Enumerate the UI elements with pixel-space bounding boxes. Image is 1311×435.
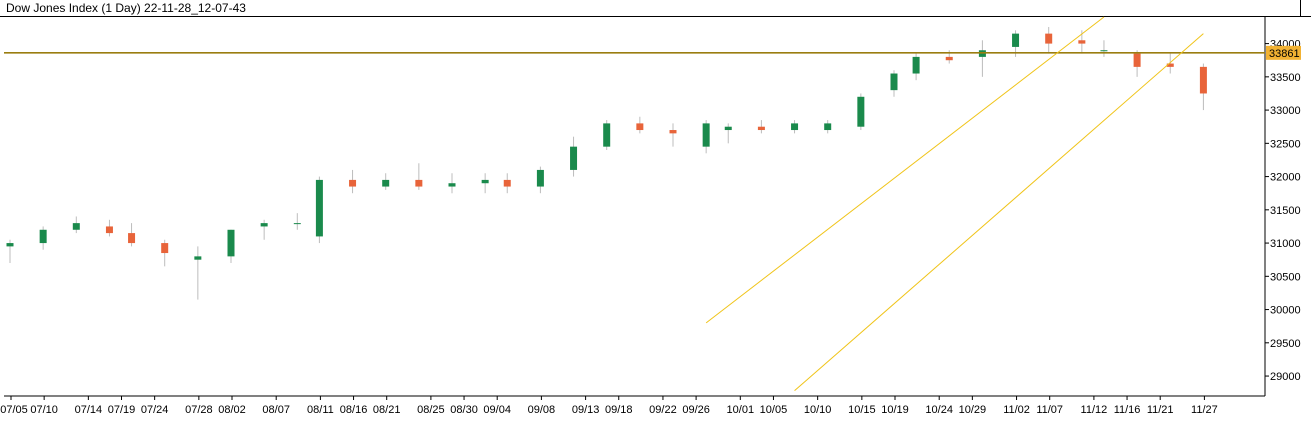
x-tick-label: 11/12	[1081, 404, 1108, 416]
candle-up	[6, 243, 14, 247]
candle-up	[912, 56, 920, 74]
x-axis: 07/05 07/10 07/14 07/19 07/24 07/28 08/02 08/07…	[0, 396, 1218, 416]
x-tick-label: 07/10	[30, 404, 58, 416]
candle-up	[791, 123, 799, 131]
x-tick-label: 11/07	[1036, 404, 1063, 416]
candle-down	[669, 130, 677, 134]
y-axis: 29000 29500 30000 30500 31000 31500 32000 32500…	[1265, 39, 1301, 383]
candle-down	[105, 226, 113, 234]
channel-lower-line	[794, 33, 1204, 392]
price-tag	[1266, 45, 1301, 60]
candle-up	[824, 123, 832, 131]
candle-down	[945, 56, 953, 61]
candle-down	[1133, 53, 1141, 67]
candle-down	[757, 126, 765, 131]
x-tick-label: 10/15	[848, 404, 876, 416]
x-tick-label: 08/25	[417, 404, 445, 416]
channel-upper-line	[705, 16, 1105, 324]
x-tick-label: 09/08	[528, 404, 556, 416]
candle-down	[415, 179, 423, 187]
x-tick-label: 09/26	[682, 404, 710, 416]
candle-down	[161, 243, 169, 254]
candle-up	[227, 229, 235, 257]
x-tick-label: 07/14	[75, 404, 103, 416]
y-tick-label: 29500	[1270, 338, 1301, 350]
x-tick-label: 09/18	[605, 404, 633, 416]
candle-up	[260, 223, 268, 227]
x-tick-label: 10/29	[959, 404, 987, 416]
x-tick-label: 10/05	[760, 404, 788, 416]
x-tick-label: 07/28	[185, 404, 213, 416]
title-bar-edge	[1300, 0, 1311, 16]
y-tick-label: 32500	[1270, 138, 1301, 150]
candles-layer	[6, 26, 1207, 300]
candle-up	[702, 123, 710, 147]
x-tick-label: 07/19	[108, 404, 136, 416]
x-tick-label: 08/02	[218, 404, 246, 416]
candle-down	[636, 123, 644, 131]
x-tick-label: 11/02	[1003, 404, 1030, 416]
candle-down	[128, 233, 136, 244]
x-tick-label: 10/10	[804, 404, 832, 416]
x-tick-label: 11/21	[1147, 404, 1174, 416]
x-tick-label: 09/13	[572, 404, 600, 416]
plot-frame	[4, 17, 1266, 397]
x-tick-label: 10/01	[727, 404, 755, 416]
x-tick-label: 08/07	[262, 404, 290, 416]
candle-up	[1012, 33, 1020, 47]
x-tick-label: 08/21	[373, 404, 401, 416]
candle-up	[448, 183, 456, 187]
candle-up	[570, 146, 578, 170]
candle-down	[1078, 40, 1086, 44]
x-tick-label: 09/04	[483, 404, 511, 416]
chart-title: Dow Jones Index (1 Day) 22-11-28_12-07-4…	[6, 1, 246, 15]
x-tick-label: 08/30	[450, 404, 478, 416]
candle-up	[857, 96, 865, 127]
candle-up	[1100, 50, 1108, 52]
overlays-layer	[4, 16, 1265, 392]
x-tick-label: 11/16	[1114, 404, 1141, 416]
price-tag-label: 33861	[1269, 48, 1300, 60]
candle-up	[481, 179, 489, 184]
y-tick-label: 30000	[1270, 305, 1301, 317]
candle-up	[603, 123, 611, 147]
candle-down	[503, 179, 511, 187]
x-tick-label: 08/16	[340, 404, 368, 416]
candle-up	[724, 126, 732, 131]
y-tick-label: 29000	[1270, 371, 1301, 383]
candle-down	[1045, 33, 1053, 44]
candle-up	[536, 169, 544, 187]
x-tick-label: 11/27	[1191, 404, 1218, 416]
candle-up	[194, 256, 202, 260]
y-tick-label: 31000	[1270, 238, 1301, 250]
candle-up	[315, 179, 323, 237]
y-tick-label: 30500	[1270, 271, 1301, 283]
x-tick-label: 09/22	[649, 404, 677, 416]
x-tick-label: 10/24	[925, 404, 953, 416]
y-tick-label: 32000	[1270, 172, 1301, 184]
y-tick-label: 33000	[1270, 105, 1301, 117]
candle-up	[890, 73, 898, 91]
x-tick-label: 07/24	[141, 404, 169, 416]
y-tick-label: 33500	[1270, 72, 1301, 84]
candle-down	[1199, 66, 1207, 94]
x-tick-label: 07/05	[0, 404, 28, 416]
x-tick-label: 10/19	[881, 404, 909, 416]
candle-up	[39, 229, 47, 244]
candle-down	[1166, 63, 1174, 67]
chart-title-bar: Dow Jones Index (1 Day) 22-11-28_12-07-4…	[0, 0, 1311, 17]
candle-down	[349, 179, 357, 187]
candle-up	[72, 223, 80, 230]
x-tick-label: 08/11	[307, 404, 334, 416]
candle-up	[382, 179, 390, 187]
candle-up	[293, 223, 301, 225]
y-tick-label: 31500	[1270, 205, 1301, 217]
